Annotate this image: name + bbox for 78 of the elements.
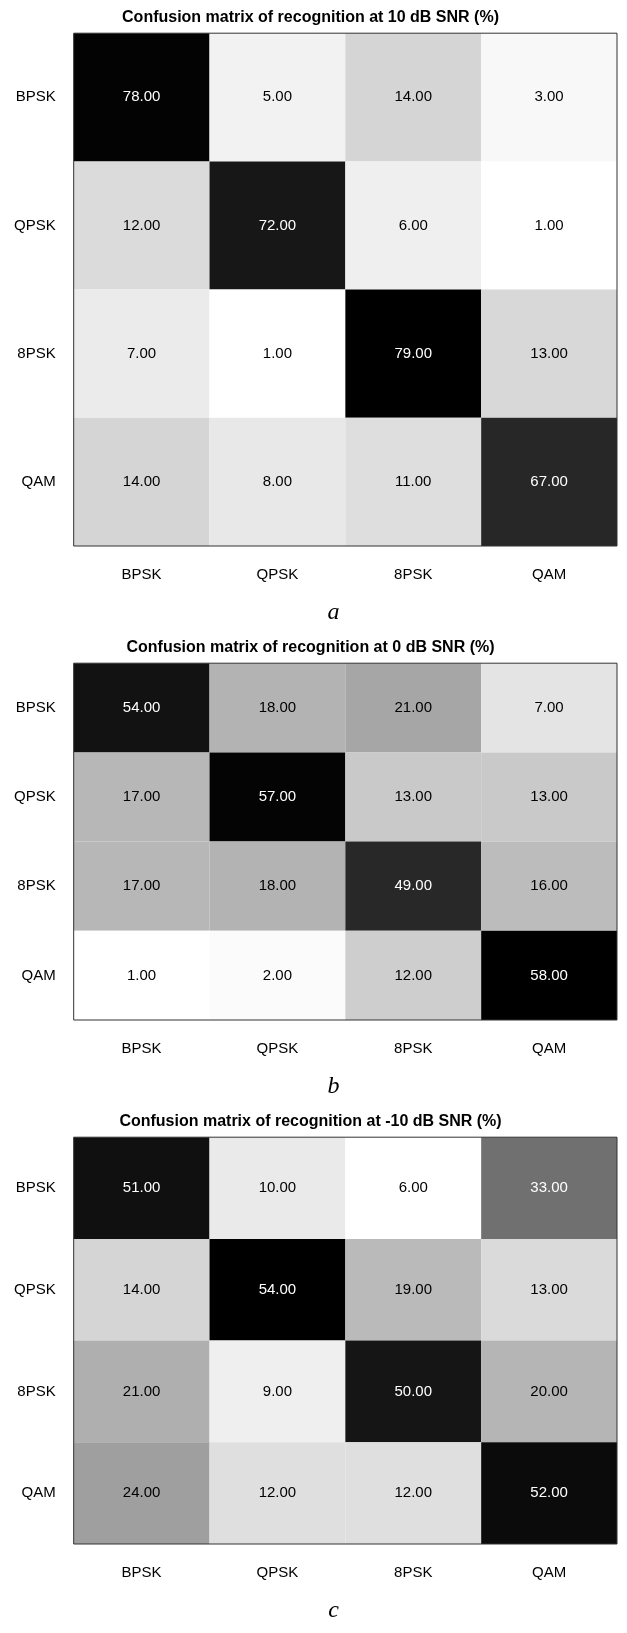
data-label: 12.00 [122, 215, 161, 233]
x-tick-label: 8PSK [394, 565, 433, 583]
data-label: 1.00 [534, 215, 564, 233]
data-label: 14.00 [394, 87, 433, 105]
data-label: 9.00 [262, 1381, 293, 1399]
data-label: 11.00 [395, 472, 432, 490]
data-label: 13.00 [530, 787, 568, 805]
data-label: 79.00 [394, 343, 433, 361]
y-tick-label: BPSK [15, 697, 56, 715]
data-label: 12.00 [394, 965, 433, 983]
data-label: 54.00 [258, 1279, 297, 1297]
data-label: 7.00 [127, 343, 157, 361]
y-tick-label: QAM [21, 472, 56, 490]
y-tick-label: QAM [21, 965, 56, 983]
data-label: 52.00 [530, 1483, 568, 1501]
data-label: 14.00 [122, 472, 161, 490]
data-label: 57.00 [258, 787, 297, 805]
data-label: 72.00 [258, 215, 297, 233]
y-tick-label: QPSK [13, 1279, 56, 1297]
y-tick-label: 8PSK [17, 1381, 56, 1399]
data-label: 50.00 [394, 1381, 433, 1399]
data-label: 78.00 [122, 87, 161, 105]
data-label: 10.00 [258, 1178, 297, 1196]
chart-title: Confusion matrix of recognition at -10 dB SNR (%) [119, 1112, 502, 1130]
data-label: 33.00 [530, 1178, 568, 1196]
data-label: 2.00 [262, 965, 293, 983]
data-label: 16.00 [530, 876, 568, 894]
data-label: 1.00 [127, 965, 157, 983]
data-label: 21.00 [122, 1381, 161, 1399]
data-label: 19.00 [394, 1279, 433, 1297]
data-label: 14.00 [122, 1279, 161, 1297]
data-label: 7.00 [534, 697, 564, 715]
data-label: 13.00 [394, 787, 433, 805]
data-label: 18.00 [258, 876, 297, 894]
x-tick-label: BPSK [121, 1563, 162, 1581]
x-tick-label: BPSK [121, 565, 162, 583]
data-label: 12.00 [258, 1483, 297, 1501]
data-label: 20.00 [530, 1381, 568, 1399]
y-tick-label: QPSK [13, 787, 56, 805]
data-label: 54.00 [122, 697, 161, 715]
data-label: 13.00 [530, 1279, 568, 1297]
x-tick-label: QAM [532, 565, 567, 583]
data-label: 6.00 [398, 1178, 428, 1196]
x-tick-label: 8PSK [394, 1039, 433, 1057]
data-label: 1.00 [262, 343, 293, 361]
y-tick-label: QAM [21, 1483, 56, 1501]
chart-title: Confusion matrix of recognition at 10 dB SNR (%) [122, 8, 499, 26]
data-label: 5.00 [262, 87, 293, 105]
data-label: 12.00 [394, 1483, 433, 1501]
x-tick-label: QPSK [256, 1563, 299, 1581]
x-tick-label: BPSK [121, 1039, 162, 1057]
y-tick-label: 8PSK [17, 876, 56, 894]
data-label: 6.00 [398, 215, 428, 233]
data-label: 8.00 [262, 472, 293, 490]
x-tick-label: QPSK [256, 1039, 299, 1057]
data-label: 17.00 [122, 787, 161, 805]
x-tick-label: QAM [532, 1039, 567, 1057]
data-label: 18.00 [258, 697, 297, 715]
data-label: 13.00 [530, 343, 568, 361]
y-tick-label: 8PSK [17, 343, 56, 361]
data-label: 51.00 [122, 1178, 161, 1196]
y-tick-label: BPSK [15, 87, 56, 105]
data-label: 24.00 [122, 1483, 161, 1501]
y-tick-label: BPSK [15, 1178, 56, 1196]
data-label: 67.00 [530, 472, 568, 490]
chart-title: Confusion matrix of recognition at 0 dB SNR (%) [126, 638, 495, 656]
text: a [326, 597, 341, 626]
data-label: 49.00 [394, 876, 433, 894]
x-tick-label: QPSK [256, 565, 299, 583]
y-tick-label: QPSK [13, 215, 56, 233]
data-label: 3.00 [534, 87, 564, 105]
data-label: 21.00 [394, 697, 433, 715]
x-tick-label: 8PSK [394, 1563, 433, 1581]
data-label: 17.00 [122, 876, 161, 894]
x-tick-label: QAM [532, 1563, 567, 1581]
text: c [327, 1595, 340, 1624]
text: b [326, 1071, 341, 1100]
data-label: 58.00 [530, 965, 568, 983]
